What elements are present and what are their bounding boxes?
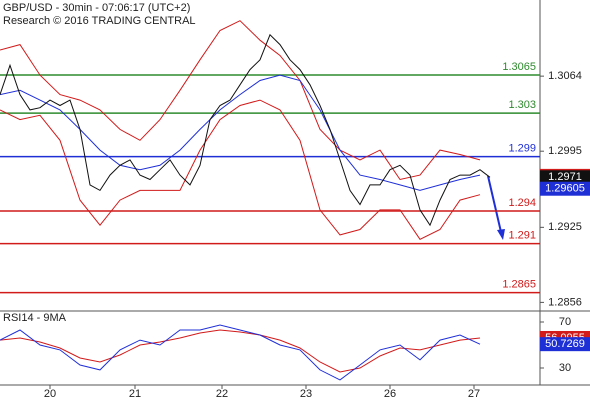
series-line — [0, 33, 491, 227]
forecast-arrow — [487, 175, 502, 233]
chart-title: GBP/USD - 30min - 07:06:17 (UTC+2) — [3, 2, 190, 14]
panel-title: RSI14 - 9MA — [3, 312, 67, 324]
series-line — [0, 329, 481, 373]
price-label: 50.7269 — [545, 338, 585, 350]
y-tick-label: 1.2856 — [548, 296, 582, 308]
price-label-box — [540, 337, 590, 352]
y-tick-label: 1.2995 — [548, 145, 582, 157]
series-line — [0, 99, 481, 240]
x-tick-label: 21 — [129, 388, 141, 400]
x-tick-label: 26 — [384, 388, 396, 400]
x-tick-label: 22 — [216, 388, 228, 400]
y-tick-label: 30 — [559, 362, 571, 374]
level-label: 1.3065 — [502, 61, 536, 73]
price-label: 1.29605 — [545, 183, 585, 195]
x-tick-label: 27 — [468, 388, 480, 400]
y-tick-label: 70 — [559, 316, 571, 328]
forecast-arrowhead — [497, 229, 505, 240]
chart-subtitle: Research © 2016 TRADING CENTRAL — [3, 15, 196, 27]
price-label-box — [540, 170, 590, 185]
series-line — [0, 20, 481, 181]
price-label: 1.2971 — [548, 171, 582, 183]
level-label: 1.294 — [508, 197, 536, 209]
level-label: 1.299 — [508, 143, 536, 155]
x-tick-label: 20 — [44, 388, 56, 400]
y-tick-label: 1.3064 — [548, 70, 582, 82]
level-label: 1.303 — [508, 99, 536, 111]
y-tick-label: 1.2925 — [548, 221, 582, 233]
series-line — [0, 324, 481, 381]
price-label-box — [540, 181, 590, 196]
level-label: 1.291 — [508, 230, 536, 242]
x-tick-label: 23 — [300, 388, 312, 400]
level-label: 1.2865 — [502, 279, 536, 291]
